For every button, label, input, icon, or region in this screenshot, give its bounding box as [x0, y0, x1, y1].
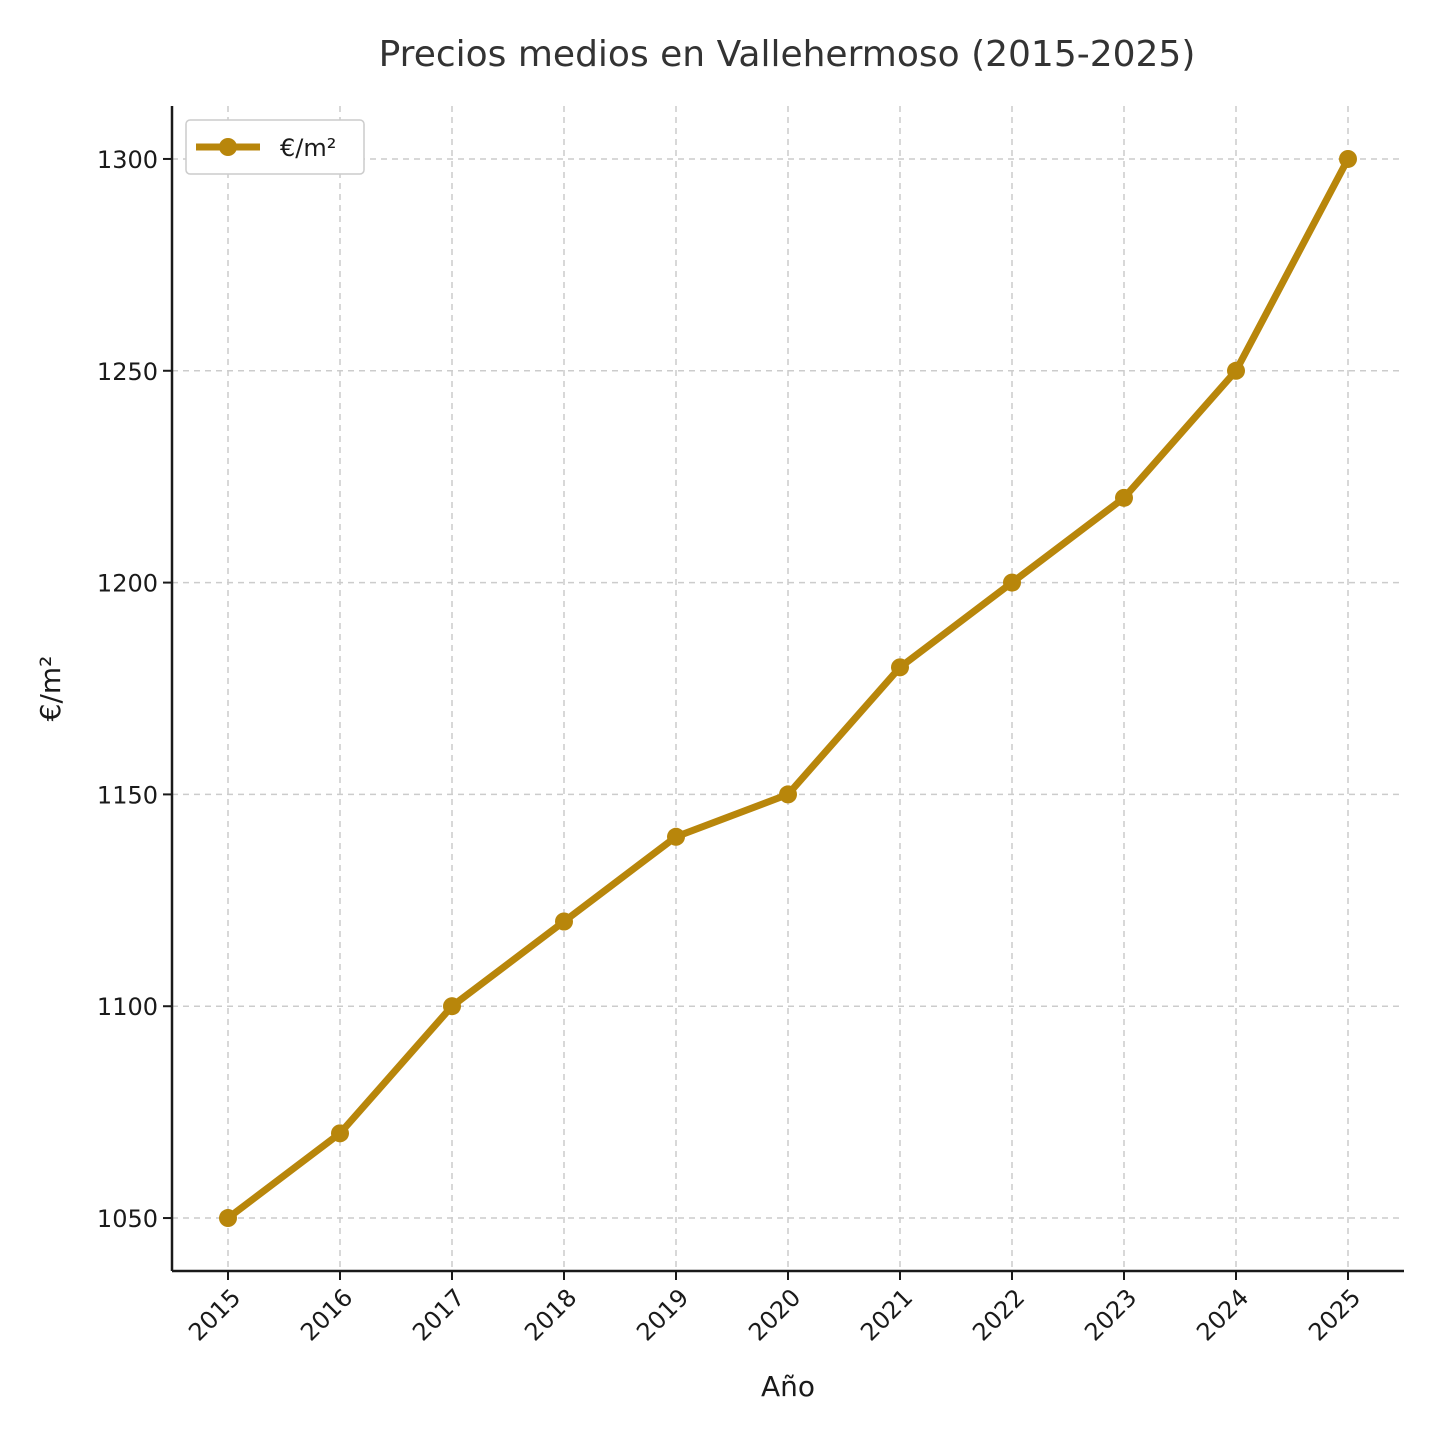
- data-point-2020: [779, 785, 797, 804]
- ticks: 2015 2016 2017 2018 2019 2020 2021 2022 2023 2024…: [97, 146, 1366, 1346]
- x-tick-label: 2016: [295, 1283, 358, 1346]
- data-point-2021: [891, 658, 909, 677]
- data-point-2025: [1339, 149, 1357, 168]
- data-point-2019: [667, 827, 685, 846]
- x-axis-title: Año: [761, 1370, 815, 1403]
- data-point-2022: [1003, 573, 1021, 592]
- legend-label: €/m²: [280, 134, 336, 162]
- data-point-2024: [1227, 361, 1245, 380]
- y-axis-title: €/m²: [34, 656, 67, 722]
- x-tick-label: 2020: [743, 1283, 806, 1346]
- data-point-2023: [1115, 488, 1133, 507]
- y-tick-label: 1250: [97, 358, 158, 386]
- y-tick-label: 1300: [97, 146, 158, 174]
- x-tick-label: 2019: [631, 1283, 694, 1346]
- x-tick-label: 2015: [183, 1283, 246, 1346]
- data-point-2018: [555, 912, 573, 931]
- x-tick-label: 2018: [519, 1283, 582, 1346]
- y-tick-label: 1050: [97, 1205, 158, 1233]
- legend: €/m²: [185, 119, 365, 175]
- series: [219, 149, 1357, 1228]
- x-tick-label: 2025: [1303, 1283, 1366, 1346]
- x-tick-label: 2024: [1191, 1283, 1254, 1346]
- data-point-2016: [331, 1124, 349, 1143]
- y-tick-label: 1100: [97, 993, 158, 1021]
- legend-marker-swatch: [219, 138, 237, 156]
- data-point-2015: [219, 1209, 237, 1228]
- x-tick-label: 2022: [967, 1283, 1030, 1346]
- legend-box: [185, 119, 365, 175]
- grid: [172, 106, 1404, 1271]
- x-tick-label: 2021: [855, 1283, 918, 1346]
- x-tick-label: 2017: [407, 1283, 470, 1346]
- data-point-2017: [443, 997, 461, 1016]
- y-tick-label: 1150: [97, 781, 158, 809]
- x-tick-label: 2023: [1079, 1283, 1142, 1346]
- chart-title: Precios medios en Vallehermoso (2015-202…: [379, 34, 1196, 75]
- y-tick-label: 1200: [97, 570, 158, 598]
